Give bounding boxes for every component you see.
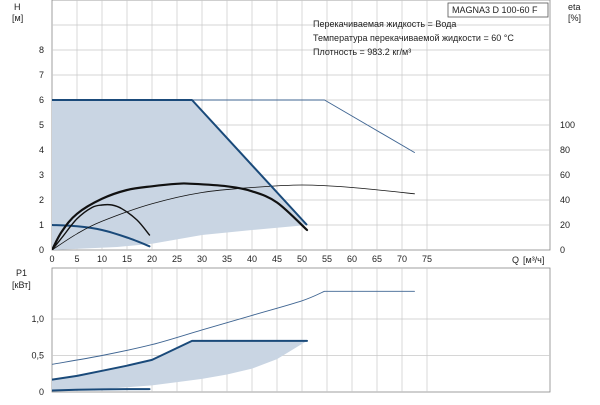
x-tick-label: 5	[74, 254, 79, 264]
y-tick-label: 5	[39, 120, 44, 130]
y2-tick-label: 40	[560, 195, 570, 205]
bottom-series-1-line	[52, 339, 308, 381]
x-tick-label: 45	[272, 254, 282, 264]
bottom-operating-area-fill	[52, 340, 307, 391]
top-y-axis-title: H	[14, 2, 21, 12]
y-tick-label: 1	[39, 220, 44, 230]
y2-tick-label: 80	[560, 145, 570, 155]
bottom-series-2-line	[52, 388, 151, 392]
x-tick-label: 55	[322, 254, 332, 264]
top-series-group	[52, 99, 415, 250]
x-tick-label: 65	[372, 254, 382, 264]
bottom-tick-labels: 0 0,5 1,0	[31, 314, 44, 397]
x-tick-label: 20	[147, 254, 157, 264]
model-label: MAGNA3 D 100-60 F	[452, 5, 538, 15]
y-tick-label: 0	[39, 245, 44, 255]
x-tick-label: 35	[222, 254, 232, 264]
top-operating-area	[52, 100, 307, 250]
top-series-3-line	[52, 182, 309, 250]
x-tick-label: 25	[172, 254, 182, 264]
y2-tick-label: 0	[560, 245, 565, 255]
y2-tick-label: 20	[560, 220, 570, 230]
info-line-temperature: Температура перекачиваемой жидкости = 60…	[313, 33, 514, 43]
bottom-series-0-line	[52, 290, 415, 365]
x-tick-label: 40	[247, 254, 257, 264]
y-tick-label: 4	[39, 145, 44, 155]
top-max-curve-line	[52, 99, 308, 226]
x-tick-label: 50	[297, 254, 307, 264]
info-line-density: Плотность = 983.2 кг/м³	[313, 47, 411, 57]
y2-tick-label: 60	[560, 170, 570, 180]
info-line-fluid: Перекачиваемая жидкость = Вода	[313, 19, 456, 29]
top-series-1-line	[52, 224, 151, 248]
y-tick-label: 8	[39, 45, 44, 55]
y-tick-label: 7	[39, 70, 44, 80]
y2-tick-label: 100	[560, 120, 575, 130]
x-axis-unit: [м³/ч]	[523, 255, 544, 265]
bottom-y-tick-label: 0,5	[31, 351, 44, 361]
top-series-4-line	[52, 203, 151, 250]
x-tick-label: 75	[422, 254, 432, 264]
y-tick-label: 3	[39, 170, 44, 180]
x-tick-label: 70	[397, 254, 407, 264]
x-tick-label: 10	[97, 254, 107, 264]
bottom-y-axis-unit: [кВт]	[12, 280, 31, 290]
bottom-series-group	[52, 290, 415, 392]
top-tick-labels: 0 5 10 15 20 25 30 35 40 45 50 55 60 65 70 750123456780…	[39, 45, 575, 264]
x-tick-label: 60	[347, 254, 357, 264]
y-tick-label: 2	[39, 195, 44, 205]
top-y-axis-unit: [м]	[12, 13, 23, 23]
top-series-2-line	[52, 184, 415, 250]
y-tick-label: 6	[39, 95, 44, 105]
x-tick-label: 0	[49, 254, 54, 264]
bottom-y-axis-title: P1	[16, 268, 27, 278]
bottom-operating-area	[52, 340, 307, 391]
x-tick-label: 15	[122, 254, 132, 264]
bottom-y-tick-label: 1,0	[31, 314, 44, 324]
top-operating-area-fill	[52, 100, 307, 250]
top-y2-axis-title: eta	[568, 2, 581, 12]
bottom-y-tick-label: 0	[39, 387, 44, 397]
top-y2-axis-unit: [%]	[568, 13, 581, 23]
x-tick-label: 30	[197, 254, 207, 264]
model-label-box	[447, 2, 549, 18]
x-axis-symbol: Q	[512, 255, 519, 265]
